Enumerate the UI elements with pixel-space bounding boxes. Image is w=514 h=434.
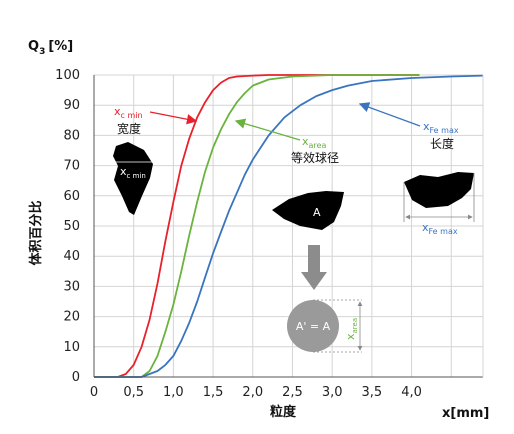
series-layer <box>94 74 484 378</box>
x-tick-label: 0 <box>90 385 98 400</box>
x-tick-label: 1,5 <box>203 385 224 400</box>
annotation-xfemax-cn: 长度 <box>430 136 454 151</box>
x-axis-unit: x[mm] <box>442 406 489 421</box>
transform-arrow-icon <box>301 245 327 290</box>
series-xcmin-line <box>94 74 420 378</box>
x-tick-label: 2,5 <box>282 385 303 400</box>
y-tick-label: 60 <box>63 189 80 204</box>
annotation-xcmin-cn: 宽度 <box>117 121 141 136</box>
y-tick-label: 0 <box>72 370 80 385</box>
x-tick-label: 2,0 <box>242 385 263 400</box>
annotation-xcmin: xc min <box>114 105 143 120</box>
particle-length-shape <box>404 172 474 208</box>
particle-length-label: xFe max <box>422 221 458 236</box>
x-axis-title-cn: 粒度 <box>270 404 297 420</box>
y-tick-label: 10 <box>63 340 80 355</box>
y-tick-label: 20 <box>63 310 80 325</box>
x-tick-label: 3,5 <box>362 385 383 400</box>
equivalent-circle <box>287 300 339 352</box>
annotation-xarea-arrow <box>234 118 301 141</box>
annotation-xarea: xarea <box>302 135 326 150</box>
annotation-xfemax-arrow <box>358 102 421 127</box>
axes-layer <box>93 75 484 378</box>
x-tick-label: 3,0 <box>322 385 343 400</box>
y-tick-label: 30 <box>63 279 80 294</box>
y-tick-label: 80 <box>63 128 80 143</box>
particle-area-shape <box>272 191 344 230</box>
particle-width-shape <box>113 142 153 215</box>
series-xfemax-line <box>94 74 484 378</box>
particle-area-label: A <box>313 206 321 219</box>
series-xarea-line <box>94 74 420 378</box>
x-tick-label: 1,0 <box>163 385 184 400</box>
particle-width-label: xc min <box>120 165 146 180</box>
y-tick-label: 40 <box>63 249 80 264</box>
equivalent-circle-label: A' = A <box>296 320 331 333</box>
annotation-xfemax: xFe max <box>423 120 459 135</box>
y-tick-label: 90 <box>63 98 80 113</box>
y-axis-title: Q3 [%] <box>28 39 73 57</box>
x-tick-label: 0,5 <box>123 385 144 400</box>
y-axis-title-cn: 体积百分比 <box>28 200 44 265</box>
y-tick-label: 70 <box>63 159 80 174</box>
circle-diameter-label: xarea <box>344 318 359 340</box>
y-tick-label: 100 <box>55 68 80 83</box>
ticks-layer: 0 10 20 30 40 50 60 70 80 90 100 0 0,5 1,0 1,5 2,0 2,5 3,… <box>55 68 422 400</box>
y-tick-label: 50 <box>63 219 80 234</box>
annotation-xcmin-arrow <box>149 111 198 125</box>
x-tick-label: 4,0 <box>401 385 422 400</box>
annotation-xarea-cn: 等效球径 <box>291 150 339 165</box>
